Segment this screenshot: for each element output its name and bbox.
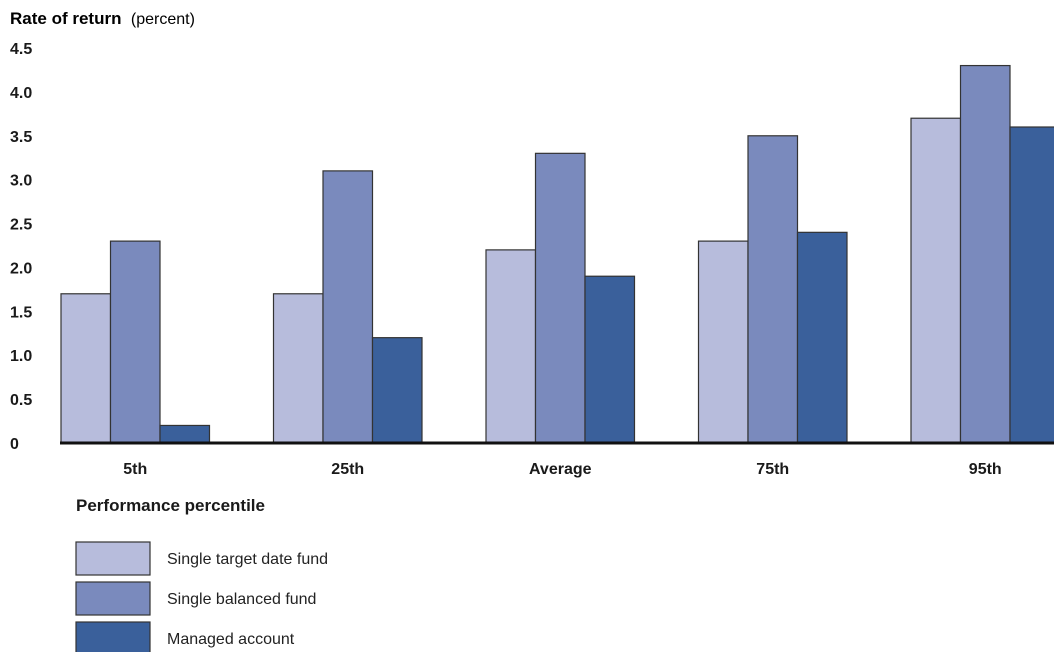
x-category-label: 95th	[969, 461, 1002, 478]
y-tick-label: 4.0	[10, 85, 32, 102]
y-tick-label: 0.5	[10, 392, 32, 409]
y-tick-label: 2.5	[10, 217, 32, 234]
bar-single-target-date-fund-75th	[697, 240, 749, 444]
legend-swatch	[75, 621, 151, 652]
y-tick-label: 1.5	[10, 304, 32, 321]
y-tick-label: 1.0	[10, 348, 32, 365]
bar-managed-account-75th	[796, 231, 848, 444]
bar-managed-account-5th	[159, 424, 211, 444]
y-axis-title-unit: (percent)	[131, 11, 195, 28]
x-axis-categories: 5th 25th Average 75th 95th	[123, 461, 1001, 478]
legend-label: Single balanced fund	[167, 591, 316, 608]
legend-swatch	[75, 581, 151, 616]
bar-managed-account-average	[584, 275, 636, 444]
bar-single-balanced-fund-95th	[959, 64, 1011, 444]
legend-label: Single target date fund	[167, 551, 328, 568]
bar-managed-account-25th	[371, 337, 423, 444]
x-category-label: Average	[529, 461, 592, 478]
bar-managed-account-95th	[1009, 126, 1054, 444]
bar-single-balanced-fund-75th	[747, 135, 799, 444]
x-category-label: 25th	[331, 461, 364, 478]
bar-single-target-date-fund-5th	[60, 293, 112, 444]
y-tick-label: 3.5	[10, 129, 32, 146]
bar-single-balanced-fund-25th	[322, 170, 374, 444]
legend-label: Managed account	[167, 631, 295, 648]
legend: Single target date fund Single balanced f…	[75, 541, 328, 652]
y-tick-label: 0	[10, 436, 19, 453]
bar-single-target-date-fund-average	[485, 249, 537, 444]
bars	[60, 64, 1054, 444]
bar-single-target-date-fund-95th	[910, 117, 962, 444]
x-category-label: 5th	[123, 461, 147, 478]
x-category-label: 75th	[756, 461, 789, 478]
y-tick-label: 3.0	[10, 173, 32, 190]
y-axis-title-label: Rate of return	[10, 9, 121, 28]
x-axis-title: Performance percentile	[76, 496, 265, 515]
y-tick-label: 4.5	[10, 41, 32, 58]
y-axis-title: Rate of return (percent)	[10, 9, 195, 28]
bar-single-balanced-fund-average	[534, 152, 586, 444]
bar-single-balanced-fund-5th	[109, 240, 161, 444]
bar-single-target-date-fund-25th	[272, 293, 324, 444]
y-axis-ticks: 0 0.5 1.0 1.5 2.0 2.5 3.0 3.5 4.0 4.5	[10, 41, 32, 453]
legend-swatch	[75, 541, 151, 576]
y-tick-label: 2.0	[10, 260, 32, 277]
